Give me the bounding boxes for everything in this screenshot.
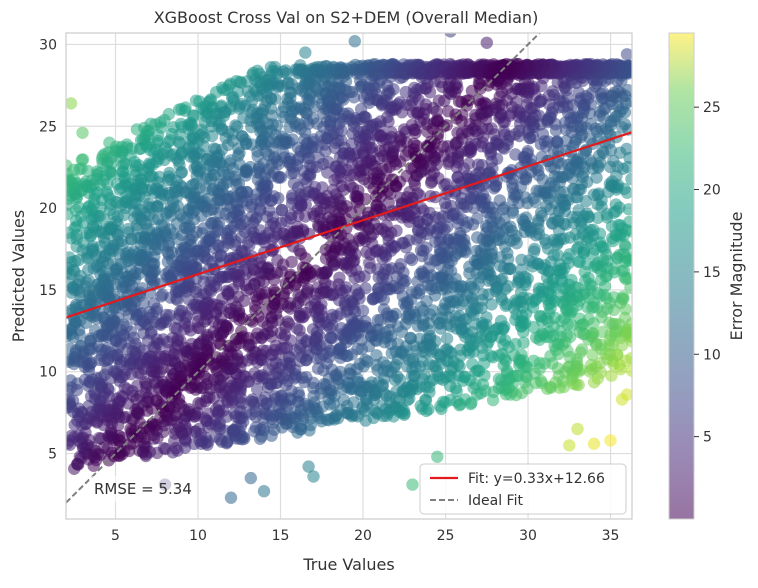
scatter-point	[481, 37, 493, 49]
scatter-point	[210, 281, 222, 293]
scatter-point	[275, 171, 287, 183]
scatter-point	[349, 35, 361, 47]
scatter-point	[621, 388, 633, 400]
scatter-point	[437, 396, 449, 408]
scatter-point	[522, 145, 534, 157]
scatter-point	[406, 478, 418, 490]
scatter-point	[416, 265, 428, 277]
scatter-point	[431, 451, 443, 463]
scatter-point	[509, 148, 521, 160]
scatter-point	[466, 358, 478, 370]
scatter-point	[494, 194, 506, 206]
scatter-point	[409, 127, 421, 139]
scatter-point	[621, 48, 633, 60]
scatter-point	[353, 232, 365, 244]
scatter-point	[515, 254, 527, 266]
scatter-points	[60, 25, 638, 504]
scatter-point	[471, 231, 483, 243]
scatter-point	[463, 158, 475, 170]
scatter-point	[302, 460, 314, 472]
scatter-point	[495, 315, 507, 327]
scatter-point	[533, 282, 545, 294]
scatter-point	[202, 407, 214, 419]
scatter-point	[299, 46, 311, 58]
scatter-point	[225, 492, 237, 504]
scatter-point	[531, 185, 543, 197]
scatter-point	[65, 97, 77, 109]
scatter-point	[74, 329, 86, 341]
scatter-point	[470, 245, 482, 257]
scatter-point	[245, 472, 257, 484]
scatter-point	[76, 127, 88, 139]
scatter-point	[605, 370, 617, 382]
scatter-point	[588, 438, 600, 450]
scatter-point	[257, 276, 269, 288]
scatter-point	[469, 109, 481, 121]
scatter-point	[415, 244, 427, 256]
chart-title: XGBoost Cross Val on S2+DEM (Overall Med…	[154, 8, 539, 27]
scatter-point	[604, 434, 616, 446]
scatter-point	[563, 248, 575, 260]
scatter-point	[610, 198, 622, 210]
scatter-point	[451, 127, 463, 139]
scatter-point	[382, 116, 394, 128]
scatter-point	[530, 332, 542, 344]
scatter-point	[171, 294, 183, 306]
scatter-point	[68, 463, 80, 475]
scatter-point	[268, 273, 280, 285]
scatter-point	[571, 423, 583, 435]
scatter-point	[528, 243, 540, 255]
scatter-point	[272, 192, 284, 204]
scatter-point	[333, 272, 345, 284]
scatter-point	[444, 25, 456, 37]
scatter-point	[563, 439, 575, 451]
scatter-point	[258, 485, 270, 497]
scatter-point	[372, 314, 384, 326]
scatter-point	[387, 83, 399, 95]
